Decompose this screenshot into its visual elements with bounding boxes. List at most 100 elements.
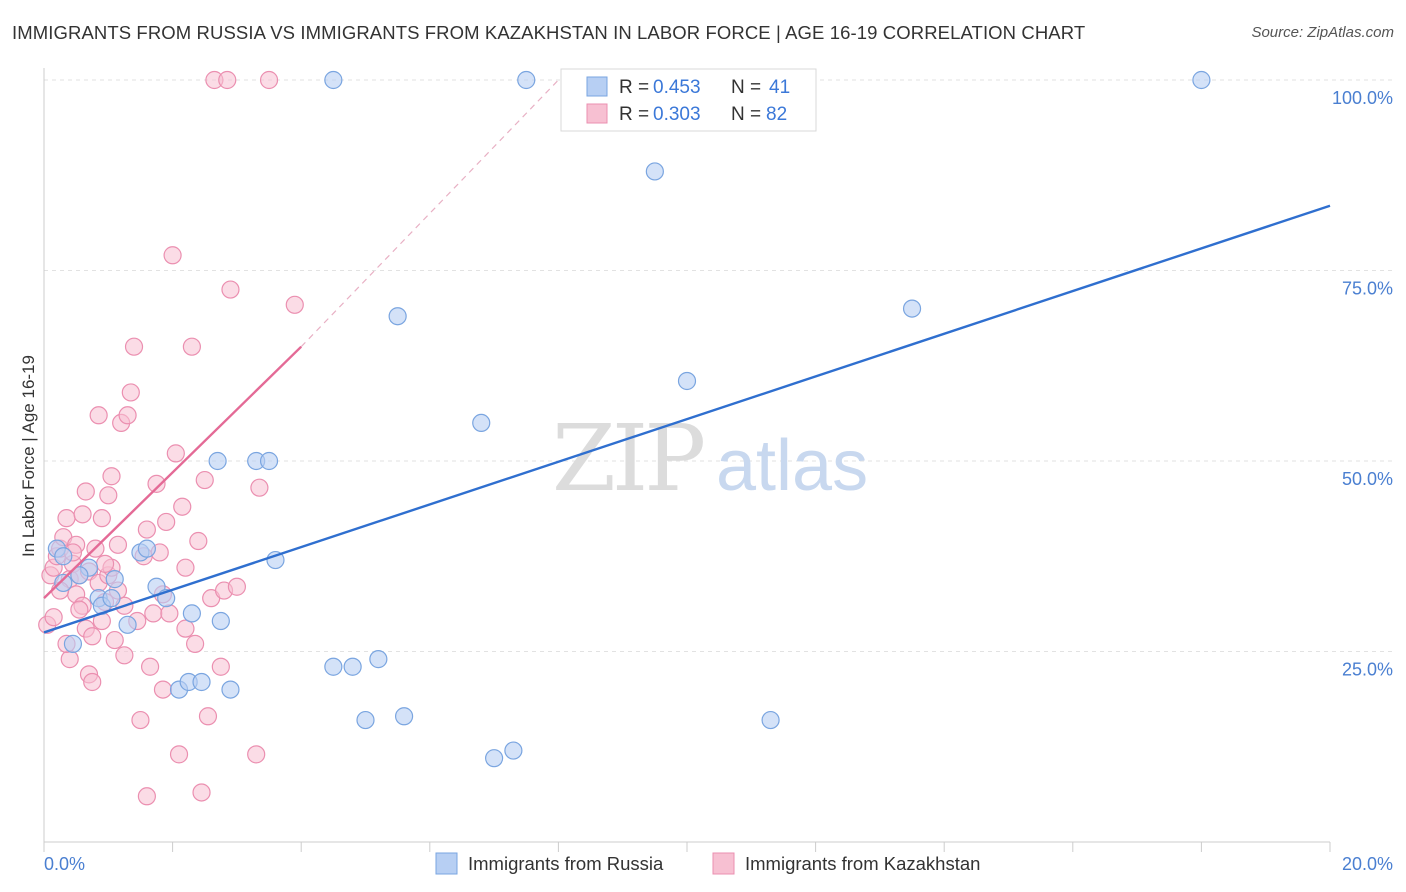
russia-point-29 [472, 413, 491, 432]
russia-point-19 [221, 680, 240, 699]
kazakhstan-point-53 [186, 634, 205, 653]
russia-point-18 [211, 611, 230, 631]
kazakhstan-point-60 [211, 657, 230, 676]
russia-point-7 [105, 570, 124, 589]
russia-point-27 [388, 307, 407, 326]
kazakhstan-points [38, 70, 304, 806]
kazakhstan-point-13 [73, 505, 92, 524]
y-tick-label-25: 25.0% [1342, 660, 1393, 680]
kazakhstan-point-25 [99, 486, 118, 505]
kazakhstan-point-66 [250, 478, 269, 497]
bottom-legend-swatch-kazakhstan [712, 852, 735, 875]
legend-r-label-kazakhstan: R = [619, 104, 649, 125]
kazakhstan-trend-extension [300, 79, 559, 348]
kazakhstan-point-15 [76, 482, 95, 501]
legend-r-value-kazakhstan: 0.303 [653, 104, 701, 125]
legend-n-label-russia: N = [731, 77, 761, 98]
russia-trend-line [43, 204, 1331, 634]
kazakhstan-point-32 [115, 646, 134, 665]
kazakhstan-point-52 [182, 337, 201, 356]
russia-point-37 [1192, 70, 1211, 90]
russia-point-10 [137, 539, 156, 558]
russia-point-17 [208, 451, 227, 471]
y-tick-label-50: 50.0% [1342, 469, 1393, 489]
x-tick-label-min: 0.0% [44, 854, 85, 874]
legend-swatch-russia [586, 76, 608, 97]
kazakhstan-point-72 [95, 554, 115, 573]
y-tick-label-75: 75.0% [1342, 279, 1393, 299]
russia-point-40 [70, 566, 89, 585]
kazakhstan-trend-line [43, 345, 303, 600]
kazakhstan-point-28 [105, 630, 124, 650]
x-ticks [43, 842, 1331, 852]
kazakhstan-point-65 [247, 745, 266, 764]
chart-title: IMMIGRANTS FROM RUSSIA VS IMMIGRANTS FRO… [12, 22, 1086, 43]
russia-point-38 [324, 70, 343, 90]
kazakhstan-point-75 [137, 520, 156, 539]
russia-point-39 [54, 547, 73, 566]
kazakhstan-point-77 [83, 627, 102, 646]
russia-point-2 [63, 634, 83, 653]
bottom-legend-label-kazakhstan: Immigrants from Kazakhstan [745, 853, 980, 874]
russia-point-16 [192, 672, 211, 692]
kazakhstan-point-70 [60, 650, 79, 669]
bottom-legend-swatch-russia [435, 852, 458, 875]
kazakhstan-point-68 [285, 295, 304, 314]
russia-point-31 [504, 741, 523, 760]
watermark-zip: ZIP [552, 405, 703, 512]
russia-point-36 [902, 299, 922, 318]
russia-point-25 [356, 710, 375, 730]
y-tick-labels: 25.0% 50.0% 75.0% 100.0% [1332, 88, 1393, 680]
kazakhstan-point-39 [137, 787, 156, 806]
y-axis-label: In Labor Force | Age 16-19 [19, 355, 38, 557]
legend-box: R = 0.453 N = 41 R = 0.303 N = 82 [560, 68, 817, 132]
kazakhstan-point-63 [221, 280, 240, 299]
russia-point-28 [394, 707, 414, 726]
kazakhstan-point-21 [89, 406, 108, 425]
kazakhstan-point-50 [173, 497, 192, 516]
kazakhstan-point-33 [118, 406, 137, 425]
legend-n-value-russia: 41 [769, 77, 790, 98]
y-tick-label-100: 100.0% [1332, 88, 1393, 108]
russia-points [47, 70, 1211, 768]
kazakhstan-point-49 [169, 745, 189, 764]
kazakhstan-point-69 [44, 608, 63, 627]
kazakhstan-point-51 [176, 558, 195, 577]
russia-point-26 [369, 650, 388, 669]
russia-point-21 [259, 451, 279, 471]
russia-point-15 [182, 604, 201, 623]
kazakhstan-point-18 [83, 672, 102, 692]
legend-r-label-russia: R = [619, 77, 649, 98]
chart-source: Source: ZipAtlas.com [1251, 24, 1394, 41]
watermark-atlas: atlas [716, 426, 868, 506]
kazakhstan-point-67 [259, 70, 279, 90]
kazakhstan-point-47 [163, 246, 182, 265]
trend-lines [43, 79, 1331, 634]
legend-swatch-kazakhstan [586, 103, 608, 124]
kazakhstan-point-6 [57, 509, 76, 528]
kazakhstan-point-40 [140, 657, 160, 676]
kazakhstan-point-23 [92, 509, 111, 528]
russia-point-24 [343, 657, 362, 676]
kazakhstan-point-48 [166, 444, 185, 463]
kazakhstan-point-46 [160, 604, 179, 623]
kazakhstan-point-56 [195, 470, 214, 490]
bottom-legend-label-russia: Immigrants from Russia [468, 853, 664, 874]
kazakhstan-point-37 [131, 710, 150, 730]
bottom-legend: Immigrants from Russia Immigrants from K… [435, 852, 980, 875]
russia-point-23 [324, 657, 343, 676]
kazakhstan-point-73 [70, 600, 89, 619]
kazakhstan-point-76 [102, 467, 121, 486]
kazakhstan-point-45 [157, 512, 176, 532]
kazakhstan-point-34 [121, 383, 140, 402]
kazakhstan-point-57 [198, 707, 218, 726]
x-tick-label-max: 20.0% [1342, 854, 1393, 874]
kazakhstan-point-78 [176, 619, 195, 638]
kazakhstan-point-62 [218, 70, 237, 90]
kazakhstan-point-55 [192, 783, 211, 802]
russia-point-8 [118, 615, 137, 634]
russia-point-30 [485, 749, 504, 768]
russia-point-6 [102, 589, 121, 608]
kazakhstan-point-35 [124, 337, 144, 356]
